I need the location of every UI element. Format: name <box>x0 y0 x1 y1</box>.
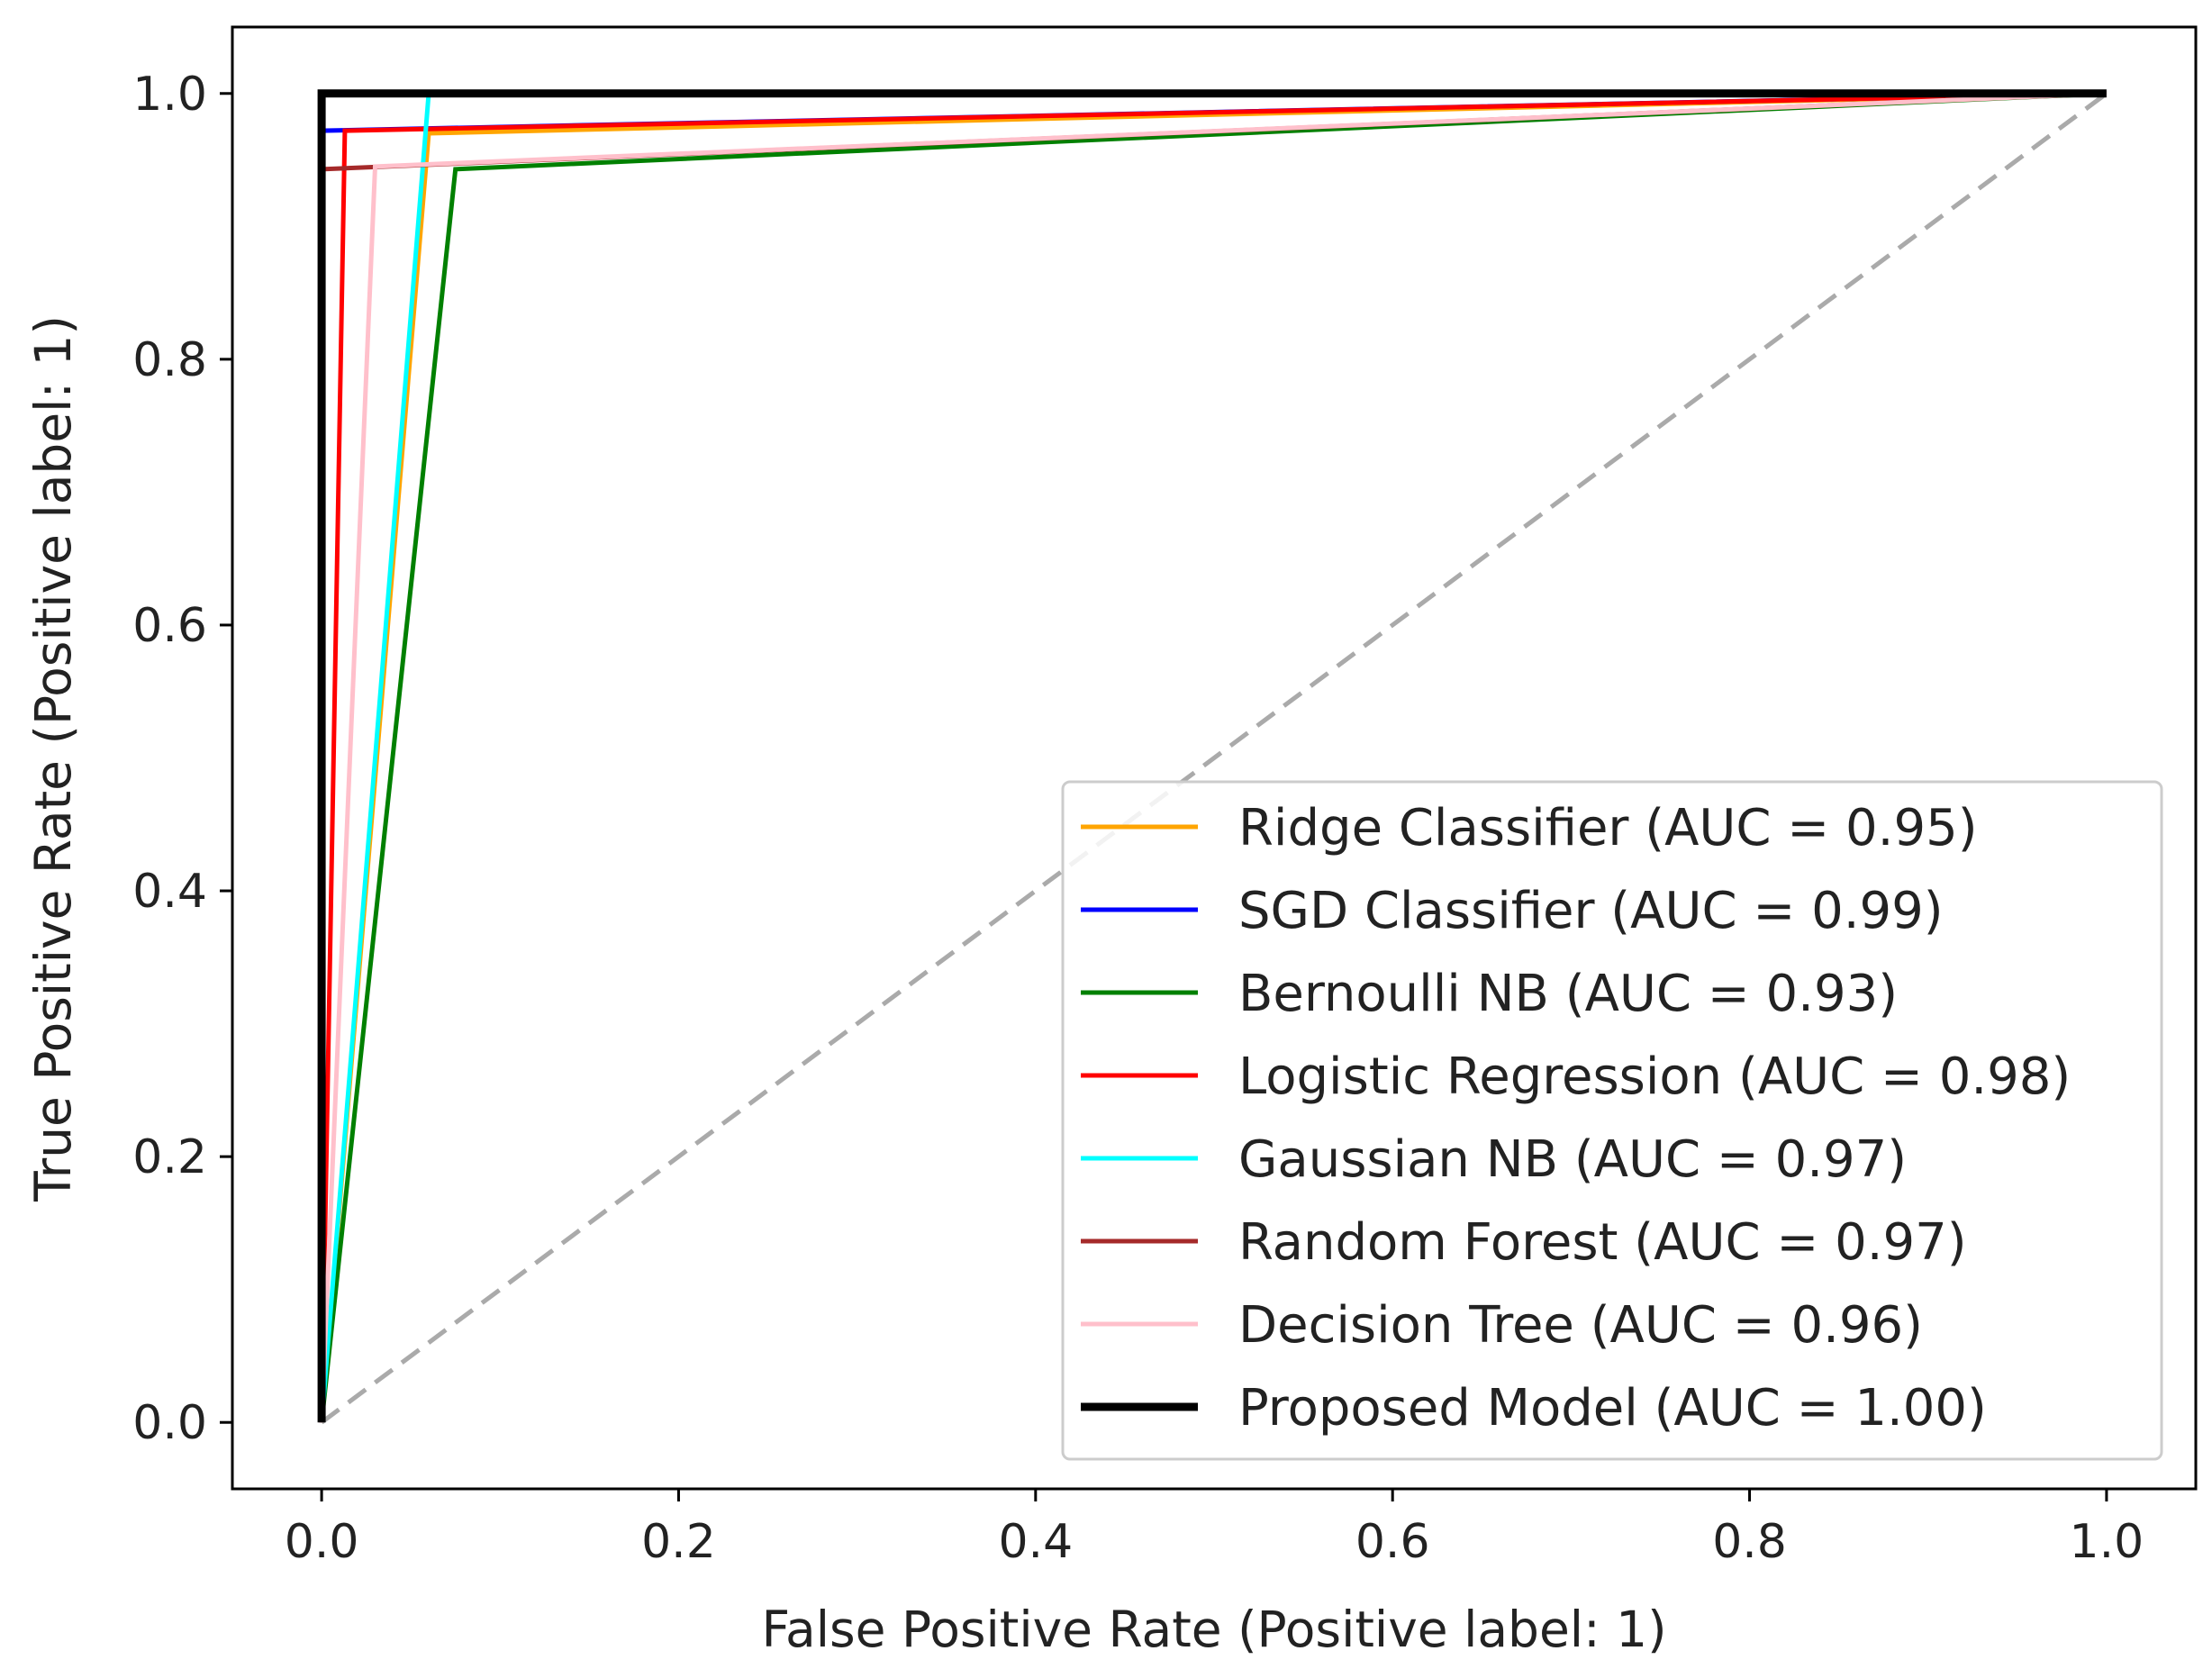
roc-line-proposed-model <box>317 89 2107 1423</box>
legend-frame <box>1061 780 2163 1461</box>
chance-line-layer <box>320 91 2108 1425</box>
legend-label-decision-tree: Decision Tree (AUC = 0.96) <box>1238 1296 1923 1355</box>
y-tick-label: 1.0 <box>132 68 207 122</box>
roc-line-logistic-regression <box>319 91 2107 1423</box>
x-axis-ticks: 0.0 0.2 0.4 0.6 0.8 1.0 <box>285 1489 2144 1569</box>
legend-label-proposed-model: Proposed Model (AUC = 1.00) <box>1238 1379 1987 1438</box>
legend-label-sgd-classifier: SGD Classifier (AUC = 0.99) <box>1238 882 1944 940</box>
y-tick-label: 0.0 <box>132 1396 207 1450</box>
legend: Ridge Classifier (AUC = 0.95) SGD Classif… <box>1061 780 2163 1461</box>
y-tick-label: 0.6 <box>132 599 207 653</box>
legend-label-bernoulli-nb: Bernoulli NB (AUC = 0.93) <box>1238 965 1898 1023</box>
y-tick-label: 0.2 <box>132 1130 207 1184</box>
x-tick-label: 0.4 <box>998 1515 1073 1569</box>
y-tick-label: 0.4 <box>132 865 207 919</box>
series-layer <box>317 89 2108 1423</box>
chance-line <box>320 91 2108 1425</box>
x-tick-label: 0.0 <box>285 1515 359 1569</box>
x-tick-label: 0.8 <box>1712 1515 1787 1569</box>
roc-line-decision-tree <box>319 91 2108 1423</box>
legend-label-ridge-classifier: Ridge Classifier (AUC = 0.95) <box>1238 799 1978 857</box>
x-tick-label: 0.6 <box>1355 1515 1430 1569</box>
legend-label-gaussian-nb: Gaussian NB (AUC = 0.97) <box>1238 1130 1907 1189</box>
x-tick-label: 0.2 <box>641 1515 716 1569</box>
x-tick-label: 1.0 <box>2070 1515 2144 1569</box>
y-axis-ticks: 0.0 0.2 0.4 0.6 0.8 1.0 <box>132 68 232 1450</box>
x-axis-label: False Positive Rate (Positive label: 1) <box>761 1601 1666 1658</box>
y-tick-label: 0.8 <box>132 333 207 387</box>
legend-items: Ridge Classifier (AUC = 0.95) SGD Classif… <box>1081 799 2071 1438</box>
legend-label-logistic-regression: Logistic Regression (AUC = 0.98) <box>1238 1048 2071 1106</box>
legend-label-random-forest: Random Forest (AUC = 0.97) <box>1238 1213 1967 1272</box>
y-axis-label: True Positive Rate (Positive label: 1) <box>24 315 82 1202</box>
